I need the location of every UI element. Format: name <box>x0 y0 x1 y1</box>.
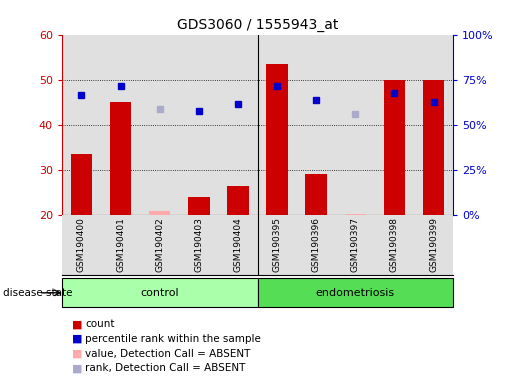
Bar <box>423 80 444 215</box>
Text: GSM190403: GSM190403 <box>194 217 203 272</box>
Text: GSM190395: GSM190395 <box>272 217 282 272</box>
Bar <box>258 278 453 307</box>
Bar <box>62 278 258 307</box>
Text: ■: ■ <box>72 363 82 373</box>
Title: GDS3060 / 1555943_at: GDS3060 / 1555943_at <box>177 18 338 32</box>
Bar <box>71 154 92 215</box>
Bar <box>110 102 131 215</box>
Text: percentile rank within the sample: percentile rank within the sample <box>85 334 261 344</box>
Text: value, Detection Call = ABSENT: value, Detection Call = ABSENT <box>85 349 250 359</box>
Text: control: control <box>140 288 179 298</box>
Text: GSM190404: GSM190404 <box>233 217 243 272</box>
Bar <box>266 64 288 215</box>
Text: GSM190397: GSM190397 <box>351 217 360 272</box>
Text: GSM190401: GSM190401 <box>116 217 125 272</box>
Bar <box>149 210 170 215</box>
Bar <box>384 80 405 215</box>
Bar <box>188 197 210 215</box>
Text: ■: ■ <box>72 349 82 359</box>
Text: GSM190398: GSM190398 <box>390 217 399 272</box>
Text: endometriosis: endometriosis <box>316 288 395 298</box>
Text: GSM190402: GSM190402 <box>155 217 164 272</box>
Text: rank, Detection Call = ABSENT: rank, Detection Call = ABSENT <box>85 363 245 373</box>
Bar <box>227 186 249 215</box>
Text: disease state: disease state <box>3 288 72 298</box>
Bar <box>305 174 327 215</box>
Text: GSM190400: GSM190400 <box>77 217 86 272</box>
Text: GSM190399: GSM190399 <box>429 217 438 272</box>
Text: GSM190396: GSM190396 <box>312 217 321 272</box>
Text: count: count <box>85 319 114 329</box>
Text: ■: ■ <box>72 319 82 329</box>
Text: ■: ■ <box>72 334 82 344</box>
Bar <box>345 214 366 215</box>
